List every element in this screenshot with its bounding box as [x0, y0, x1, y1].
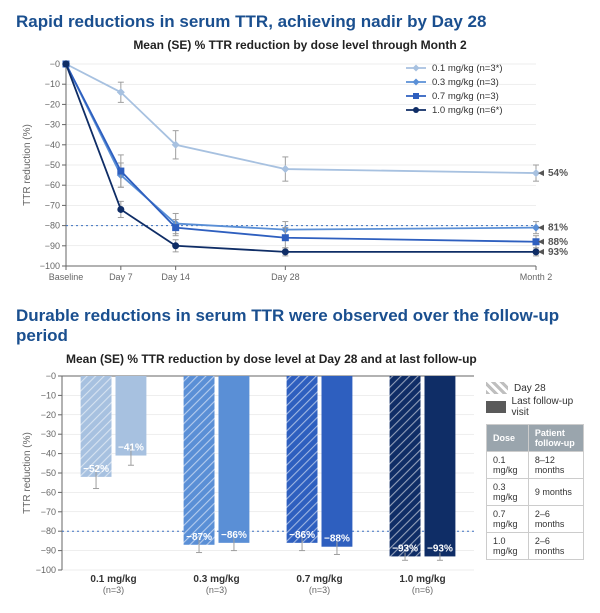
- svg-text:−0: −0: [46, 371, 56, 381]
- bottom-subtitle: Mean (SE) % TTR reduction by dose level …: [66, 352, 584, 366]
- svg-text:1.0 mg/kg (n=6*): 1.0 mg/kg (n=6*): [432, 105, 503, 116]
- svg-text:−30: −30: [45, 120, 60, 130]
- table-row: 0.7 mg/kg2–6 months: [487, 506, 584, 533]
- top-subtitle: Mean (SE) % TTR reduction by dose level …: [16, 38, 584, 52]
- legend-last-label: Last follow-up visit: [512, 396, 584, 418]
- svg-text:−87%: −87%: [186, 532, 212, 543]
- svg-text:−50: −50: [41, 468, 56, 478]
- svg-text:81%: 81%: [548, 223, 568, 234]
- top-title: Rapid reductions in serum TTR, achieving…: [16, 12, 584, 32]
- svg-text:1.0 mg/kg: 1.0 mg/kg: [399, 574, 445, 585]
- svg-text:(n=3): (n=3): [309, 585, 330, 595]
- svg-text:−88%: −88%: [324, 534, 350, 545]
- svg-text:54%: 54%: [548, 168, 568, 179]
- svg-text:−90: −90: [41, 546, 56, 556]
- table-row: 0.1 mg/kg8–12 months: [487, 452, 584, 479]
- svg-text:−70: −70: [45, 200, 60, 210]
- svg-text:0.3 mg/kg (n=3): 0.3 mg/kg (n=3): [432, 77, 499, 88]
- table-row: 0.3 mg/kg9 months: [487, 479, 584, 506]
- svg-text:0.7 mg/kg (n=3): 0.7 mg/kg (n=3): [432, 91, 499, 102]
- svg-text:(n=3): (n=3): [206, 585, 227, 595]
- svg-text:−93%: −93%: [427, 543, 453, 554]
- bar-chart: −0 −10 −20 −30 −40 −50 −60 −70 −80 −90 −100 TTR red…: [16, 370, 584, 600]
- svg-text:−40: −40: [41, 449, 56, 459]
- line-chart: −0 −10 −20 −30 −40 −50 −60 −70 −80 −90 −100Baselin…: [16, 56, 584, 288]
- table-header-dose: Dose: [487, 425, 529, 452]
- svg-text:0.1 mg/kg: 0.1 mg/kg: [90, 574, 136, 585]
- svg-text:−30: −30: [41, 429, 56, 439]
- svg-text:−80: −80: [45, 221, 60, 231]
- legend-day28-label: Day 28: [514, 383, 546, 394]
- svg-text:−100: −100: [36, 565, 56, 575]
- svg-text:−86%: −86%: [289, 530, 315, 541]
- svg-text:Day 28: Day 28: [271, 272, 300, 282]
- svg-text:(n=6): (n=6): [412, 585, 433, 595]
- svg-text:−70: −70: [41, 507, 56, 517]
- svg-text:−90: −90: [45, 241, 60, 251]
- svg-text:−10: −10: [41, 390, 56, 400]
- svg-text:(n=3): (n=3): [103, 585, 124, 595]
- table-row: 1.0 mg/kg2–6 months: [487, 533, 584, 560]
- svg-text:93%: 93%: [548, 247, 568, 258]
- followup-table: Dose Patient follow-up 0.1 mg/kg8–12 mon…: [486, 424, 584, 560]
- svg-text:−40: −40: [45, 140, 60, 150]
- svg-text:−10: −10: [45, 79, 60, 89]
- table-header-fup: Patient follow-up: [528, 425, 583, 452]
- svg-text:TTR reduction (%): TTR reduction (%): [22, 124, 33, 206]
- svg-text:−50: −50: [45, 160, 60, 170]
- legend-day28: Day 28: [486, 382, 584, 394]
- svg-text:−0: −0: [50, 59, 60, 69]
- svg-text:Month 2: Month 2: [520, 272, 553, 282]
- bar-side-panel: Day 28 Last follow-up visit Dose Patient…: [486, 382, 584, 560]
- svg-text:−20: −20: [41, 410, 56, 420]
- svg-text:−86%: −86%: [221, 530, 247, 541]
- svg-text:TTR reduction (%): TTR reduction (%): [22, 432, 33, 514]
- svg-text:0.3 mg/kg: 0.3 mg/kg: [193, 574, 239, 585]
- svg-text:Day 14: Day 14: [161, 272, 190, 282]
- svg-text:Baseline: Baseline: [49, 272, 84, 282]
- svg-text:−20: −20: [45, 99, 60, 109]
- svg-text:Day 7: Day 7: [109, 272, 133, 282]
- svg-text:−52%: −52%: [83, 464, 109, 475]
- svg-text:−60: −60: [41, 487, 56, 497]
- svg-text:0.1 mg/kg (n=3*): 0.1 mg/kg (n=3*): [432, 63, 503, 74]
- svg-text:−80: −80: [41, 526, 56, 536]
- svg-text:−93%: −93%: [392, 543, 418, 554]
- svg-text:0.7 mg/kg: 0.7 mg/kg: [296, 574, 342, 585]
- svg-text:−100: −100: [40, 261, 60, 271]
- svg-text:−60: −60: [45, 180, 60, 190]
- svg-text:−41%: −41%: [118, 443, 144, 454]
- bottom-title: Durable reductions in serum TTR were obs…: [16, 306, 584, 346]
- legend-last: Last follow-up visit: [486, 396, 584, 418]
